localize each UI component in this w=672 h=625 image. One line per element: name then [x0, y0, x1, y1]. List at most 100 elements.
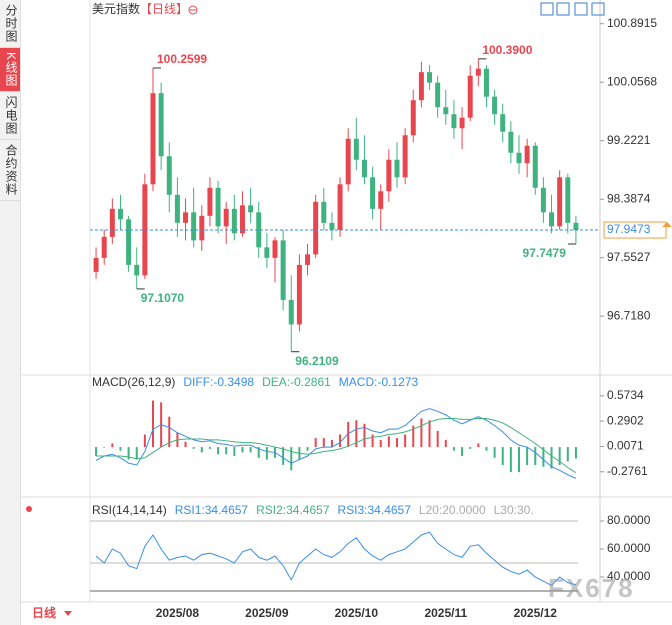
macd-bar — [420, 418, 423, 448]
x-tick-label: 2025/10 — [335, 606, 379, 620]
dropdown-icon[interactable] — [64, 611, 72, 616]
candle-body — [313, 201, 319, 255]
macd-bar — [347, 422, 350, 448]
candle-body — [402, 135, 408, 178]
zoom-icon[interactable] — [188, 5, 198, 15]
candle-body — [134, 264, 140, 276]
candle-body — [500, 114, 506, 132]
candle-body — [150, 93, 156, 185]
candle-body — [296, 264, 302, 325]
tool-icon[interactable] — [574, 2, 588, 16]
x-tick-label: 2025/11 — [424, 606, 467, 620]
legend-entry: RSI2:34.4657 — [256, 503, 330, 517]
candle-body — [174, 194, 180, 223]
macd-bar — [412, 425, 415, 448]
series-line — [95, 531, 577, 587]
legend-entry: MACD(26,12,9) — [92, 375, 175, 389]
macd-bar — [371, 434, 374, 448]
macd-bar — [103, 447, 106, 448]
tab[interactable]: K线图 — [0, 48, 20, 93]
candle-body — [459, 117, 465, 129]
macd-bar — [314, 438, 317, 448]
candle-body — [101, 236, 107, 258]
macd-bar — [339, 434, 342, 448]
candle-body — [117, 208, 123, 220]
sidebar: 分时图 K线图 闪电图 合约资料 — [0, 0, 21, 625]
macd-bar — [330, 439, 333, 448]
candle-body — [345, 138, 351, 185]
candle-body — [516, 152, 522, 164]
series-line — [95, 408, 577, 479]
tab[interactable]: 合约资料 — [0, 140, 20, 202]
macd-bar — [282, 447, 285, 465]
candle-body — [435, 82, 441, 108]
macd-bar — [208, 447, 211, 449]
y-tick-label: 100.8915 — [607, 16, 657, 30]
y-tick-label: 80.0000 — [607, 513, 651, 527]
tool-icon[interactable] — [591, 2, 605, 16]
y-tick-label: -0.2761 — [607, 464, 648, 478]
candle-body — [305, 254, 311, 265]
legend-entry: DEA:-0.2861 — [262, 375, 331, 389]
extreme-label: 97.1070 — [141, 291, 185, 305]
candle-body — [288, 299, 294, 325]
macd-bar — [363, 423, 366, 448]
candle-body — [378, 191, 384, 209]
macd-bar — [534, 447, 537, 465]
legend-entry: RSI(14,14,14) — [92, 503, 167, 517]
macd-bar — [493, 447, 496, 458]
candle-body — [166, 156, 172, 195]
macd-bar — [168, 416, 171, 448]
macd-bar — [152, 400, 154, 448]
tool-icon[interactable] — [540, 2, 554, 16]
x-tick-label: 2025/09 — [245, 606, 289, 620]
candle-body — [540, 187, 546, 213]
macd-bar — [95, 447, 98, 457]
candle-body — [280, 240, 286, 300]
extreme-label: 96.2109 — [295, 354, 339, 368]
macd-bar — [404, 434, 407, 448]
period-tab[interactable]: 日线 — [32, 605, 56, 620]
macd-bar — [485, 447, 488, 451]
tool-icon[interactable] — [556, 2, 570, 16]
y-tick-label: 100.0568 — [607, 74, 657, 88]
macd-bar — [135, 447, 138, 460]
tab[interactable]: 分时图 — [0, 0, 20, 48]
candle-body — [109, 208, 115, 237]
macd-bar — [111, 443, 114, 448]
macd-bar — [469, 447, 472, 449]
y-tick-label: 96.7180 — [607, 308, 651, 322]
macd-bar — [444, 439, 447, 448]
candle-body — [427, 72, 433, 83]
candle-body — [410, 100, 416, 136]
last-price-arrow — [662, 222, 672, 228]
candle-body — [532, 145, 538, 188]
macd-bar — [379, 439, 382, 448]
macd-bar — [461, 447, 464, 457]
macd-bar — [257, 447, 260, 458]
chart-subtitle[interactable]: 【日线】 — [140, 2, 188, 16]
candle-body — [508, 131, 514, 153]
macd-bar — [119, 447, 122, 451]
legend-entry: MACD:-0.1273 — [339, 375, 419, 389]
candle-body — [142, 184, 148, 276]
y-tick-label: 0.0071 — [607, 439, 644, 453]
candle-body — [361, 159, 367, 178]
chart-title: 美元指数 — [92, 1, 140, 16]
candle-body — [337, 184, 343, 230]
macd-bar — [265, 447, 268, 460]
macd-bar — [355, 420, 358, 448]
series-line — [96, 417, 577, 474]
macd-bar — [542, 447, 545, 467]
candle-body — [239, 205, 245, 234]
candle-body — [475, 68, 481, 76]
settings-icon[interactable] — [26, 506, 32, 512]
candle-body — [370, 177, 376, 209]
y-tick-label: 40.0000 — [607, 569, 651, 583]
macd-bar — [200, 447, 203, 453]
macd-bar — [509, 447, 512, 473]
macd-bar — [217, 447, 220, 455]
tab[interactable]: 闪电图 — [0, 92, 20, 141]
candle-body — [386, 159, 392, 192]
